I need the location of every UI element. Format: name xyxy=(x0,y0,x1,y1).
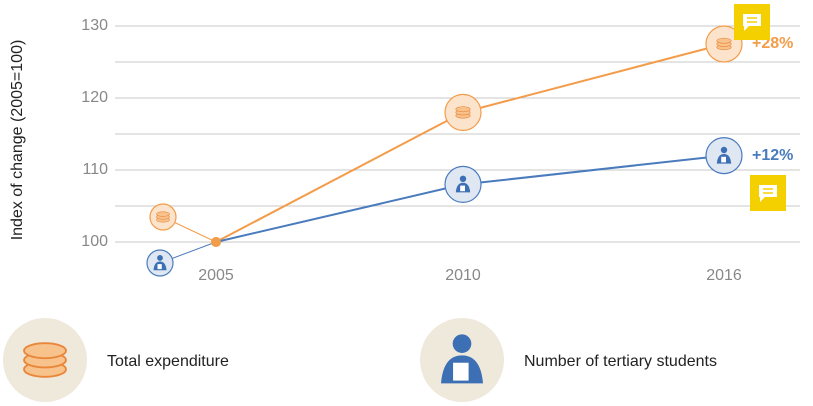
legend-label: Total expenditure xyxy=(107,353,229,370)
icon xyxy=(3,318,87,402)
legend-label: Number of tertiary students xyxy=(524,353,717,370)
point xyxy=(211,237,221,247)
coin xyxy=(157,212,170,217)
paper xyxy=(157,264,162,270)
icon xyxy=(717,38,731,50)
icon xyxy=(420,318,504,402)
icon xyxy=(456,107,470,119)
series-line xyxy=(216,44,724,242)
icon xyxy=(147,250,173,276)
y-tick-label: 110 xyxy=(82,161,108,178)
x-tick-label: 2005 xyxy=(198,267,234,284)
y-tick-label: 130 xyxy=(81,17,108,34)
chart: Index of change (2005=100) 100 110 120 130 2… xyxy=(0,0,813,406)
icon xyxy=(150,204,176,230)
coin xyxy=(717,38,731,43)
x-tick-label: 2010 xyxy=(445,267,481,284)
head xyxy=(721,147,727,153)
x-tick-label: 2016 xyxy=(706,267,742,284)
coin xyxy=(456,107,470,112)
y-tick-label: 100 xyxy=(81,233,108,250)
head xyxy=(460,176,466,182)
paper xyxy=(721,156,727,162)
head xyxy=(157,255,163,261)
end-label: +12% xyxy=(752,147,793,164)
head xyxy=(453,334,472,353)
y-axis-title: Index of change (2005=100) xyxy=(9,40,26,241)
y-tick-label: 120 xyxy=(81,89,108,106)
paper xyxy=(453,362,469,381)
coin xyxy=(24,343,66,358)
paper xyxy=(460,185,466,191)
